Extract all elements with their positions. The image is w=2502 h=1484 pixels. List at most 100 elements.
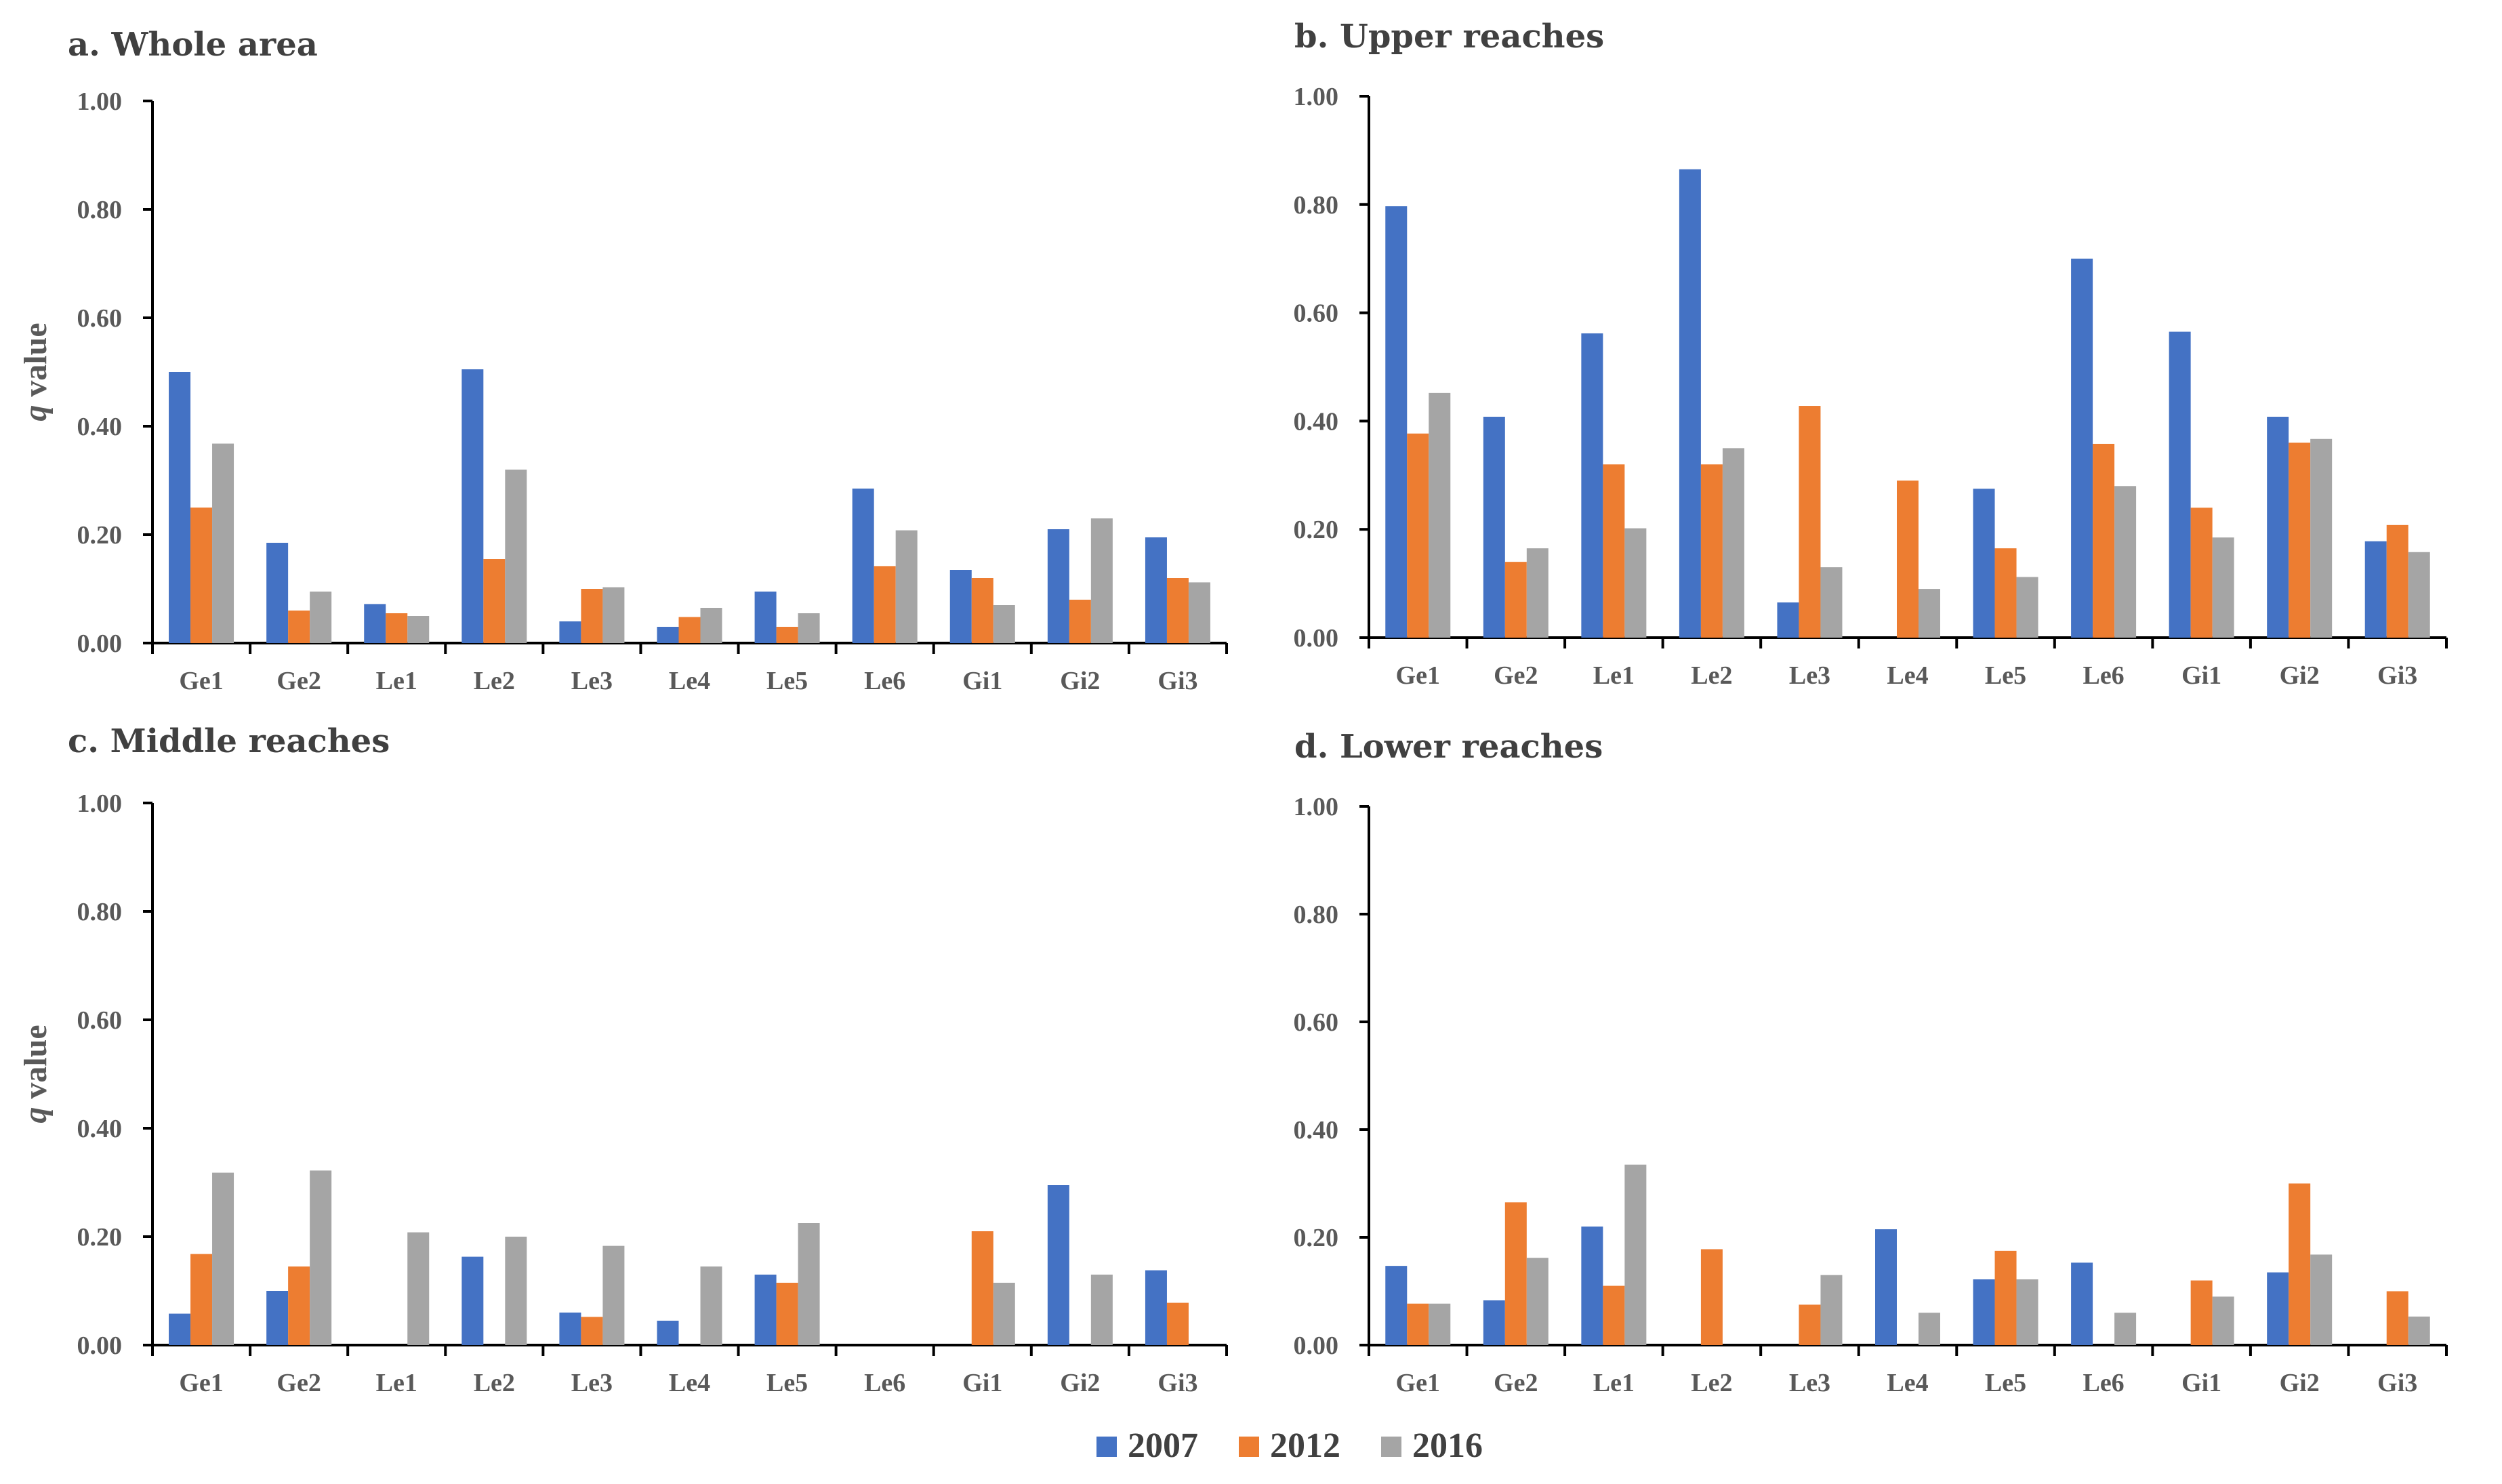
x-tick-label: Ge1 xyxy=(179,1369,223,1397)
x-tick-label: Gi1 xyxy=(2181,1369,2221,1397)
x-tick-label: Gi1 xyxy=(962,1369,1002,1397)
bar-2016 xyxy=(2016,577,2038,638)
bar-2016 xyxy=(1090,518,1113,643)
bar-2016 xyxy=(1526,548,1549,638)
panel-title: b. Upper reaches xyxy=(1294,18,1604,56)
y-tick-label: 0.60 xyxy=(77,304,123,333)
x-tick-label: Le5 xyxy=(1985,1369,2026,1397)
bar-2012 xyxy=(776,627,798,643)
bar-2012 xyxy=(776,1283,798,1345)
y-tick-label: 0.20 xyxy=(77,521,123,550)
bar-2012 xyxy=(1994,1250,2017,1345)
y-tick-label: 0.60 xyxy=(77,1006,123,1035)
x-tick-label: Le5 xyxy=(766,1369,808,1397)
bar-2012 xyxy=(1504,1202,1527,1345)
bar-2007 xyxy=(1385,206,1408,638)
x-tick-label: Le1 xyxy=(1593,1369,1635,1397)
bar-2012 xyxy=(1994,548,2017,638)
bar-2016 xyxy=(798,613,820,643)
y-axis-title-rest: value xyxy=(18,1025,54,1107)
x-tick-label: Ge2 xyxy=(276,1369,321,1397)
bar-2012 xyxy=(971,578,993,643)
legend-label-2016: 2016 xyxy=(1412,1426,1483,1465)
bar-2012 xyxy=(386,613,408,643)
bar-2016 xyxy=(505,1237,527,1345)
y-tick-label: 1.00 xyxy=(1294,83,1339,111)
bar-2007 xyxy=(1483,417,1505,638)
y-tick-label: 1.00 xyxy=(77,789,123,818)
x-tick-label: Le6 xyxy=(2083,1369,2124,1397)
y-tick-label: 0.80 xyxy=(1294,191,1339,220)
x-tick-label: Gi2 xyxy=(1060,1369,1100,1397)
bar-2016 xyxy=(2310,438,2333,638)
bar-2016 xyxy=(2212,1296,2234,1345)
y-tick-label: 0.40 xyxy=(1294,407,1339,436)
y-tick-label: 0.40 xyxy=(77,1115,123,1143)
bar-2012 xyxy=(1407,433,1429,638)
x-tick-label: Gi3 xyxy=(1157,1369,1197,1397)
bar-2016 xyxy=(1429,392,1451,638)
bar-2007 xyxy=(2071,258,2093,638)
bar-2016 xyxy=(407,616,430,643)
bar-2016 xyxy=(602,1245,625,1345)
y-tick-label: 0.20 xyxy=(1294,516,1339,544)
y-axis-title: q value xyxy=(18,1025,54,1123)
x-tick-label: Le2 xyxy=(1691,661,1732,690)
bar-2012 xyxy=(1504,562,1527,638)
bar-2016 xyxy=(1919,589,1940,638)
x-tick-label: Le2 xyxy=(1691,1369,1732,1397)
y-axis-title-q: q xyxy=(18,405,54,421)
bar-2016 xyxy=(895,530,918,643)
bar-2012 xyxy=(2093,443,2115,638)
bar-2016 xyxy=(2114,486,2137,638)
bar-2016 xyxy=(1429,1303,1451,1345)
x-tick-label: Le3 xyxy=(1789,661,1830,690)
bar-2007 xyxy=(2364,541,2387,638)
bar-2012 xyxy=(2190,1280,2213,1345)
bar-2016 xyxy=(700,608,722,643)
legend-label-2012: 2012 xyxy=(1270,1426,1340,1465)
x-tick-label: Gi1 xyxy=(962,667,1002,695)
panel-b: b. Upper reaches 0.00 0.20 0.40 0.60 0.80 1.00… xyxy=(1294,18,2448,690)
x-tick-label: Le6 xyxy=(2083,661,2124,690)
bar-2007 xyxy=(2169,331,2191,638)
bar-2012 xyxy=(1897,480,1919,638)
bar-2007 xyxy=(754,592,777,643)
legend: 2007 2012 2016 xyxy=(1096,1426,1483,1465)
bar-2012 xyxy=(288,1266,310,1345)
bar-2012 xyxy=(1603,464,1625,638)
y-tick-label: 0.40 xyxy=(77,413,123,441)
bar-2012 xyxy=(581,1317,603,1345)
panel-d: d. Lower reaches 0.00 0.20 0.40 0.60 0.80 1.00… xyxy=(1294,728,2448,1397)
bar-2012 xyxy=(483,559,506,643)
bar-2007 xyxy=(1145,1270,1167,1345)
bar-2012 xyxy=(1700,1249,1723,1345)
bar-2007 xyxy=(1385,1266,1408,1345)
bar-2012 xyxy=(1700,464,1723,638)
y-tick-label: 0.00 xyxy=(1294,624,1339,653)
x-tick-label: Le4 xyxy=(669,667,710,695)
panel-title: a. Whole area xyxy=(68,26,318,64)
y-tick-label: 0.20 xyxy=(77,1223,123,1252)
x-tick-label: Le4 xyxy=(669,1369,710,1397)
bar-2016 xyxy=(310,592,332,643)
bar-2016 xyxy=(505,470,527,643)
bar-2012 xyxy=(190,508,213,643)
bar-2007 xyxy=(657,627,679,643)
bar-2007 xyxy=(1679,169,1701,638)
x-tick-label: Gi2 xyxy=(2280,661,2320,690)
x-tick-label: Gi1 xyxy=(2181,661,2221,690)
x-tick-label: Le6 xyxy=(864,667,905,695)
bar-2007 xyxy=(266,1291,289,1345)
bar-2007 xyxy=(1973,489,1995,638)
bar-2016 xyxy=(212,1172,234,1345)
y-tick-label: 0.80 xyxy=(77,196,123,224)
y-tick-label: 0.60 xyxy=(1294,1008,1339,1037)
bar-2016 xyxy=(2408,1316,2430,1345)
bar-2012 xyxy=(2289,1183,2311,1345)
bar-2016 xyxy=(798,1223,820,1345)
x-tick-label: Gi3 xyxy=(2377,661,2417,690)
bar-2007 xyxy=(1777,602,1799,638)
bar-2016 xyxy=(700,1266,722,1345)
bar-2016 xyxy=(1090,1275,1113,1345)
